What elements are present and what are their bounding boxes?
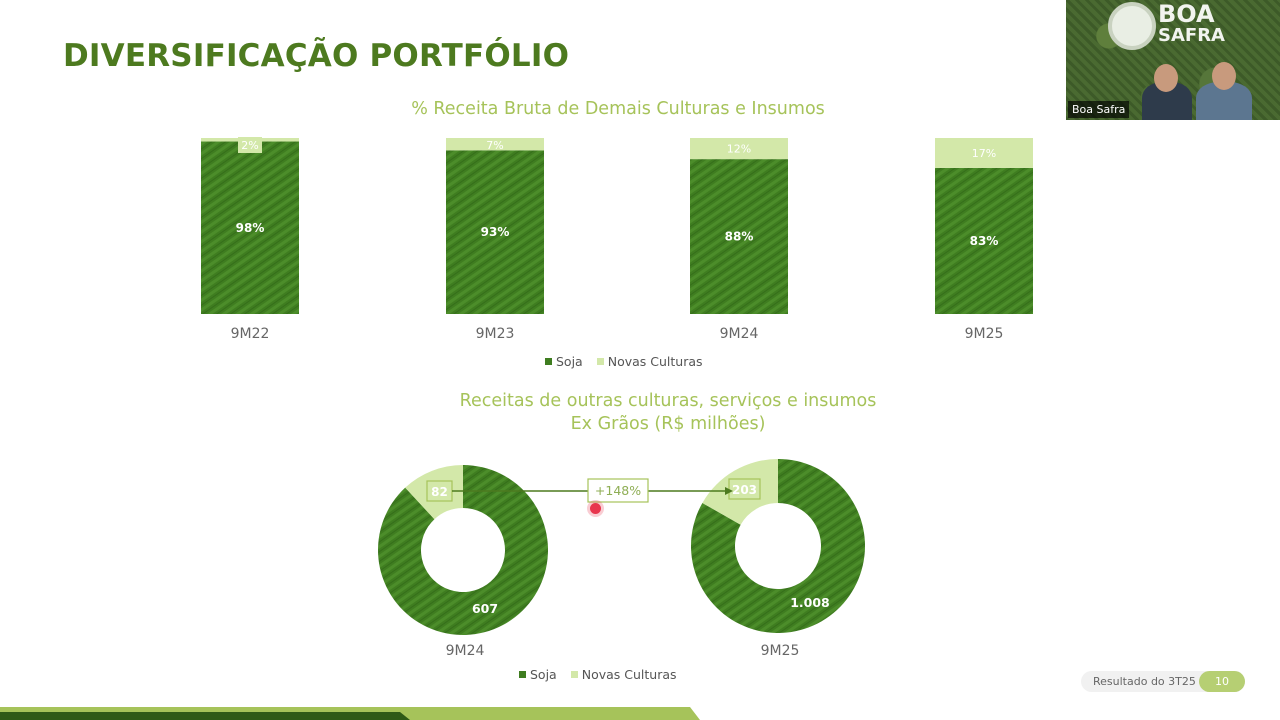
donut-label-soja-9M25: 1.008 — [790, 595, 830, 610]
bar-soja-9M22 — [201, 141, 299, 314]
x-tick-9M24: 9M24 — [720, 326, 759, 342]
bar-legend: Soja Novas Culturas — [545, 354, 703, 369]
bar-label-novas-culturas-9M22: 2% — [241, 139, 258, 152]
donut-category-9M24: 9M24 — [446, 643, 485, 659]
video-label: Boa Safra — [1068, 101, 1130, 118]
growth-annotation: +148% — [595, 483, 641, 498]
growth-arrow: +148% — [452, 478, 733, 503]
page-number: 10 — [1199, 671, 1245, 692]
bar-soja-9M25 — [935, 167, 1033, 314]
bar-label-novas-culturas-9M24: 12% — [727, 143, 751, 156]
footer-pill: Resultado do 3T25 10 — [1081, 671, 1245, 692]
legend-item-novas-culturas: Novas Culturas — [570, 667, 677, 682]
bar-label-soja-9M22: 98% — [236, 221, 265, 235]
donut-chart-title: Receitas de outras culturas, serviços e … — [0, 390, 1280, 436]
person-right-head — [1212, 62, 1236, 90]
video-overlay[interactable]: BOA SAFRA Boa Safra — [1066, 0, 1280, 120]
logo-text-line-1: BOA — [1158, 0, 1215, 28]
bar-soja-9M24 — [690, 159, 788, 314]
x-tick-9M23: 9M23 — [476, 326, 515, 342]
bar-novas-culturas-9M25 — [935, 138, 1033, 168]
donut-legend: Soja Novas Culturas — [519, 667, 677, 682]
bottom-band — [0, 707, 700, 720]
donut-category-9M25: 9M25 — [761, 643, 800, 659]
page-title: DIVERSIFICAÇÃO PORTFÓLIO — [63, 38, 570, 74]
bar-chart-title: % Receita Bruta de Demais Culturas e Ins… — [411, 99, 825, 119]
bar-novas-culturas-9M24 — [690, 138, 788, 160]
donut-slice-soja-9M25 — [691, 459, 865, 633]
legend-item-soja: Soja — [545, 354, 583, 369]
donut-slice-novas-culturas-9M24 — [405, 465, 463, 520]
x-tick-9M22: 9M22 — [231, 326, 270, 342]
bar-label-soja-9M24: 88% — [725, 230, 754, 244]
pointer-cursor — [590, 503, 601, 514]
bar-label-soja-9M25: 83% — [970, 234, 999, 248]
bar-label-soja-9M23: 93% — [481, 225, 510, 239]
donut-title-line-1: Receitas de outras culturas, serviços e … — [459, 391, 877, 411]
bar-soja-9M23 — [446, 150, 544, 314]
logo-icon — [1108, 2, 1156, 50]
bar-novas-culturas-9M23 — [446, 138, 544, 151]
donut-label-soja-9M24: 607 — [472, 601, 498, 616]
donut-slice-soja-9M24 — [378, 465, 549, 635]
donut-label-novas-culturas-9M24: 82 — [431, 485, 448, 499]
donut-label-novas-culturas-9M25: 203 — [732, 483, 757, 497]
bar-label-novas-culturas-9M25: 17% — [972, 147, 996, 160]
logo-text-line-2: SAFRA — [1158, 25, 1225, 46]
bar-label-bg-9M22 — [238, 137, 262, 153]
donut-slice-novas-culturas-9M25 — [702, 459, 778, 525]
legend-item-novas-culturas: Novas Culturas — [596, 354, 703, 369]
person-left-head — [1154, 64, 1178, 92]
legend-item-soja: Soja — [519, 667, 557, 682]
footer-label: Resultado do 3T25 — [1093, 675, 1196, 688]
donut-title-line-2: Ex Grãos (R$ milhões) — [570, 414, 766, 434]
bar-label-novas-culturas-9M23: 7% — [486, 139, 503, 152]
x-tick-9M25: 9M25 — [965, 326, 1004, 342]
